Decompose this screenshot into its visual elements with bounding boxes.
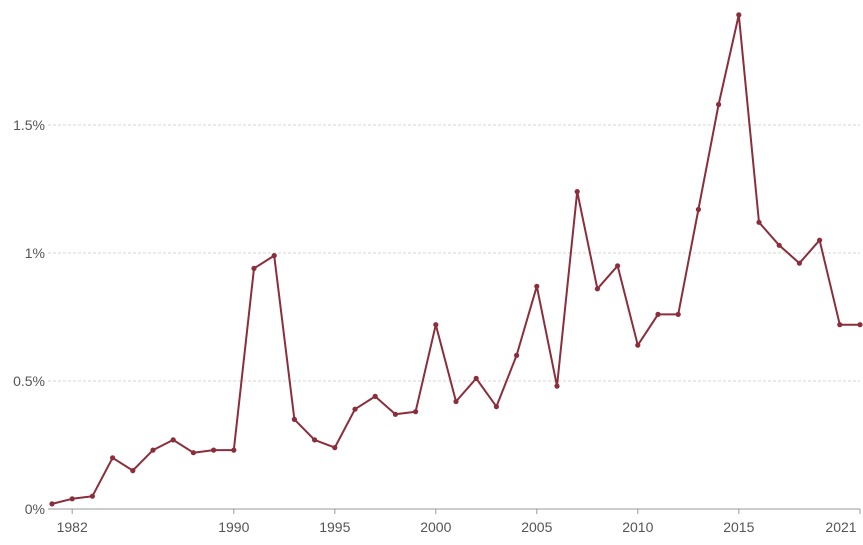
y-tick-label: 0% — [25, 501, 45, 517]
x-tick-label: 2015 — [723, 519, 754, 535]
series-line — [51, 13, 860, 505]
data-point[interactable] — [493, 404, 499, 410]
data-point[interactable] — [291, 416, 297, 422]
data-point[interactable] — [837, 322, 843, 328]
y-tick-label: 1% — [25, 245, 45, 261]
data-point[interactable] — [473, 375, 479, 381]
y-tick-label: 1.5% — [13, 117, 45, 133]
grid-lines — [48, 124, 860, 382]
data-point[interactable] — [312, 437, 318, 443]
data-point[interactable] — [635, 342, 641, 348]
data-point[interactable] — [413, 409, 419, 415]
data-point[interactable] — [130, 468, 136, 474]
data-point[interactable] — [615, 263, 621, 269]
axes — [48, 508, 861, 514]
data-point[interactable] — [655, 311, 661, 317]
data-point[interactable] — [170, 437, 176, 443]
x-tick-label: 1995 — [319, 519, 350, 535]
data-point[interactable] — [857, 322, 863, 328]
data-point[interactable] — [190, 450, 196, 456]
data-point[interactable] — [796, 260, 803, 266]
data-point[interactable] — [49, 501, 55, 507]
x-tick-label: 2010 — [622, 519, 653, 535]
data-point[interactable] — [231, 447, 237, 453]
series-group — [49, 12, 863, 507]
data-point[interactable] — [756, 219, 762, 225]
x-tick-label: 2021 — [825, 519, 856, 535]
data-point[interactable] — [453, 398, 459, 405]
data-point[interactable] — [332, 445, 338, 451]
data-point[interactable] — [534, 283, 540, 289]
tick-labels: 0% 0.5% 1% 1.5% 1982 1990 1995 2000 2005 2010 2015… — [13, 117, 857, 535]
data-point[interactable] — [594, 286, 601, 292]
data-point[interactable] — [514, 352, 520, 358]
data-point[interactable] — [372, 393, 378, 399]
data-point[interactable] — [574, 189, 580, 195]
data-point[interactable] — [69, 496, 75, 502]
data-point[interactable] — [150, 447, 156, 453]
data-point[interactable] — [392, 411, 398, 417]
data-point[interactable] — [736, 12, 742, 18]
data-point[interactable] — [675, 311, 681, 317]
data-point[interactable] — [89, 493, 95, 499]
data-point[interactable] — [695, 206, 702, 213]
data-point[interactable] — [271, 253, 277, 259]
data-point[interactable] — [716, 101, 722, 108]
x-tick-label: 1990 — [218, 519, 249, 535]
data-point[interactable] — [110, 455, 116, 461]
x-tick-label: 2005 — [521, 519, 552, 535]
y-tick-label: 0.5% — [13, 373, 45, 389]
data-point[interactable] — [251, 265, 257, 271]
data-point[interactable] — [211, 447, 217, 453]
x-tick-label: 2000 — [420, 519, 451, 535]
data-point[interactable] — [817, 237, 823, 243]
data-point[interactable] — [433, 322, 439, 328]
data-point[interactable] — [776, 242, 782, 248]
x-tick-label: 1982 — [57, 519, 88, 535]
data-point[interactable] — [352, 406, 358, 412]
data-point[interactable] — [554, 383, 560, 389]
